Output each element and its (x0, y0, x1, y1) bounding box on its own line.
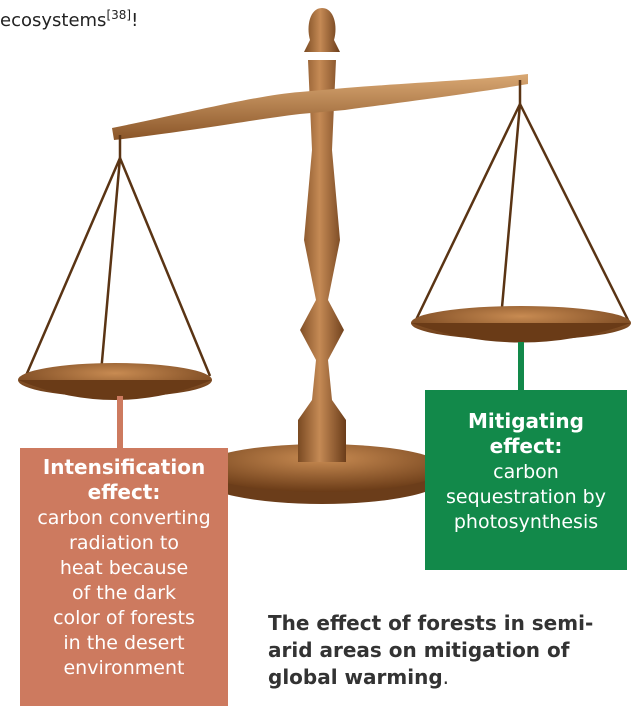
box-body: of the dark (72, 582, 176, 604)
box-body: carbon converting (37, 507, 210, 529)
intro-word: ecosystems (0, 10, 106, 31)
left-connector (117, 396, 123, 450)
box-body: sequestration by (446, 486, 606, 508)
box-body: color of forests (53, 607, 195, 629)
right-pan-bottom (411, 323, 631, 343)
box-title: effect: (88, 480, 161, 504)
box-title: effect: (490, 434, 563, 458)
pole (298, 60, 346, 462)
box-title: Mitigating (468, 409, 584, 433)
box-body: radiation to (69, 532, 179, 554)
base (200, 444, 444, 492)
caption-line: global warming. (268, 665, 449, 689)
intensification-box (20, 448, 228, 706)
caption-line: arid areas on mitigation of (268, 638, 570, 662)
left-pan-bottom (18, 380, 212, 400)
left-hanger (23, 135, 212, 385)
intro-end: ! (131, 10, 138, 31)
caption-text: The effect of forests in semi- (268, 611, 593, 635)
box-body: in the desert (63, 632, 184, 654)
caption-text: global warming (268, 665, 443, 689)
intro-text: ecosystems[38]! (0, 8, 138, 31)
caption-line: The effect of forests in semi- (268, 611, 593, 635)
box-body: photosynthesis (454, 511, 598, 533)
caption-text: arid areas on mitigation of (268, 638, 570, 662)
caption-end: . (443, 665, 449, 689)
finial (304, 8, 340, 52)
beam (112, 74, 528, 140)
right-connector (518, 342, 524, 392)
box-body: heat because (60, 557, 188, 579)
box-body: environment (63, 657, 184, 679)
box-title: Intensification (43, 455, 205, 479)
mitigating-box (425, 390, 627, 570)
box-body: carbon (493, 461, 559, 483)
citation: [38] (106, 8, 131, 22)
right-hanger (413, 80, 630, 331)
